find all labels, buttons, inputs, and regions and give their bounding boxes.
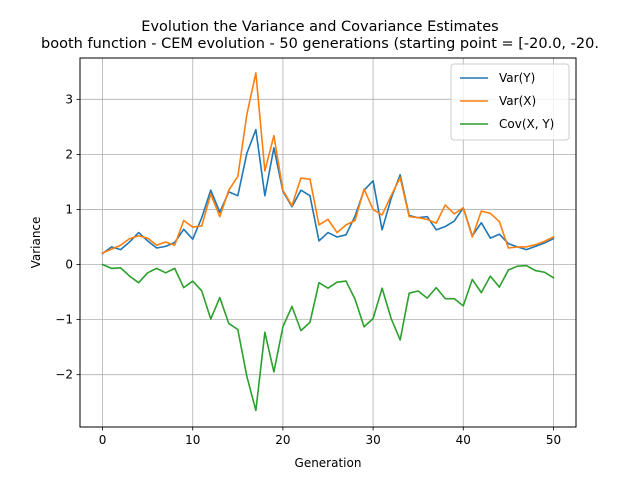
series-line-var-y <box>103 130 554 254</box>
x-tick-label: 50 <box>546 433 561 447</box>
legend-label-var-y: Var(Y) <box>499 71 535 85</box>
x-tick-label: 20 <box>275 433 290 447</box>
legend: Var(Y) Var(X) Cov(X, Y) <box>451 64 569 140</box>
x-tick-label: 40 <box>456 433 471 447</box>
chart-title-line-1: Evolution the Variance and Covariance Es… <box>141 19 498 35</box>
y-tick-label: 1 <box>65 202 73 216</box>
y-tick-label: 3 <box>65 92 73 106</box>
ticks: 0 10 20 30 40 50 −2 −1 0 1 2 3 <box>55 92 561 447</box>
y-axis-label: Variance <box>29 217 43 269</box>
y-tick-label: 2 <box>65 147 73 161</box>
x-tick-label: 30 <box>365 433 380 447</box>
y-tick-label: 0 <box>65 258 73 272</box>
legend-label-cov-xy: Cov(X, Y) <box>499 117 554 131</box>
x-tick-label: 10 <box>185 433 200 447</box>
y-tick-label: −1 <box>55 313 73 327</box>
x-axis-label: Generation <box>295 456 362 470</box>
x-tick-label: 0 <box>99 433 107 447</box>
chart-title-line-2: booth function - CEM evolution - 50 gene… <box>41 36 599 52</box>
series-line-cov-xy <box>103 265 554 411</box>
y-tick-label: −2 <box>55 368 73 382</box>
legend-label-var-x: Var(X) <box>499 94 536 108</box>
